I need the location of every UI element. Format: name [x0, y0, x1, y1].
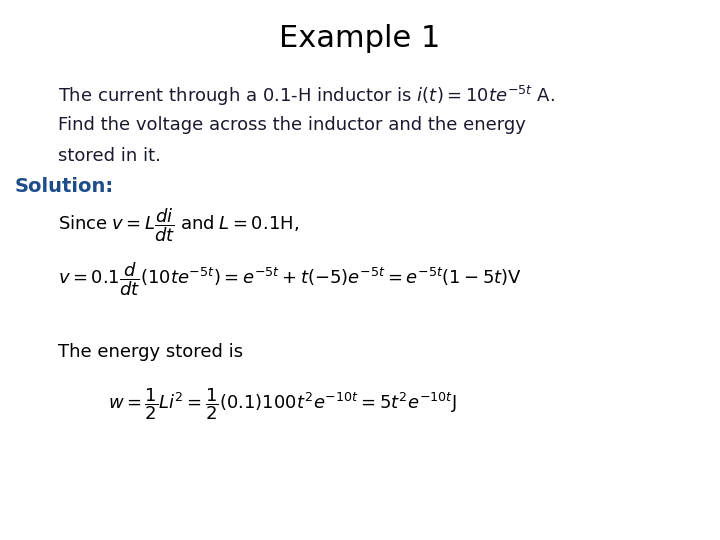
- Text: Solution:: Solution:: [14, 177, 114, 196]
- Text: $\mathrm{Since}\; v = L\dfrac{di}{dt}\; \mathrm{and}\; L = 0.1\mathrm{H},$: $\mathrm{Since}\; v = L\dfrac{di}{dt}\; …: [58, 206, 299, 244]
- Text: Find the voltage across the inductor and the energy: Find the voltage across the inductor and…: [58, 116, 526, 134]
- Text: The current through a 0.1-H inductor is $i(t) = 10te^{-5t}$ A.: The current through a 0.1-H inductor is …: [58, 84, 554, 108]
- Text: Example 1: Example 1: [279, 24, 441, 53]
- Text: $v = 0.1\dfrac{d}{dt}(10te^{-5t}) = e^{-5t} + t(-5)e^{-5t} = e^{-5t}(1-5t)\mathr: $v = 0.1\dfrac{d}{dt}(10te^{-5t}) = e^{-…: [58, 260, 521, 298]
- Text: The energy stored is: The energy stored is: [58, 343, 243, 361]
- Text: stored in it.: stored in it.: [58, 147, 161, 165]
- Text: $w = \dfrac{1}{2}Li^2 = \dfrac{1}{2}(0.1)100t^2e^{-10t} = 5t^2e^{-10t}\mathrm{J}: $w = \dfrac{1}{2}Li^2 = \dfrac{1}{2}(0.1…: [108, 386, 456, 422]
